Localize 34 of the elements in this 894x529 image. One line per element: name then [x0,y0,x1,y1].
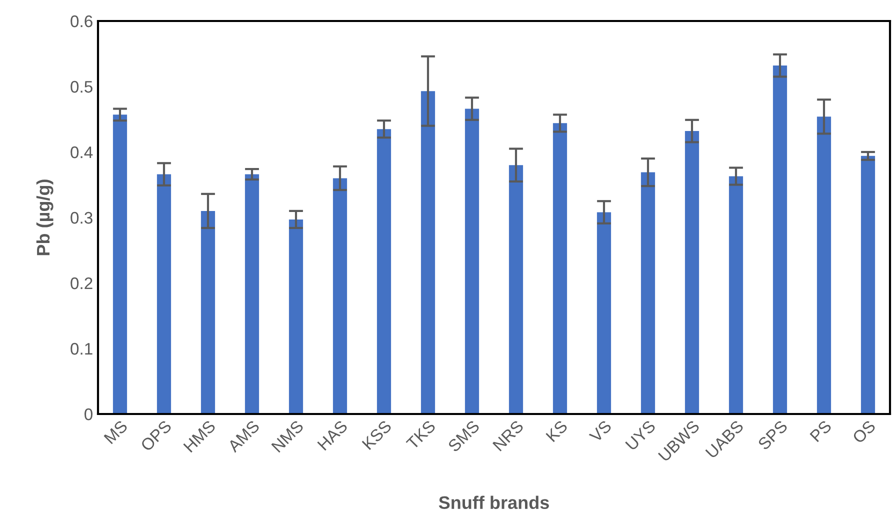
bar [728,176,744,414]
bar [552,123,568,414]
y-axis-title: Pb (µg/g) [36,180,54,256]
bar [288,219,304,414]
bar [596,212,612,414]
y-tick-label: 0.3 [70,212,92,224]
bar [156,174,172,414]
x-tick-label: TKS [406,420,436,450]
bar [200,210,216,414]
x-tick-label: MS [104,420,128,444]
x-tick-label: SPS [757,420,788,451]
y-tick-label: 0 [84,408,92,420]
y-tick-label: 0.4 [70,146,93,158]
bar [640,172,656,414]
bar [860,156,876,414]
y-tick-label: 0.2 [70,277,92,290]
bar [684,131,700,414]
bar [332,178,348,414]
x-tick-label: KS [546,420,568,442]
bar [816,116,832,414]
bar [376,129,392,414]
bar [508,165,524,414]
x-tick-label: OS [852,420,876,444]
y-tick-label: 0.5 [70,80,92,93]
bar [112,114,128,414]
bar [244,174,260,414]
x-tick-label: VS [588,420,612,444]
bar [464,108,480,414]
bar [420,91,436,414]
x-tick-label: PS [810,420,832,442]
y-tick-label: 0.1 [70,342,92,355]
x-axis-title: Snuff brands [438,496,549,510]
bar [772,66,788,414]
y-tick-label: 0.6 [70,15,92,28]
